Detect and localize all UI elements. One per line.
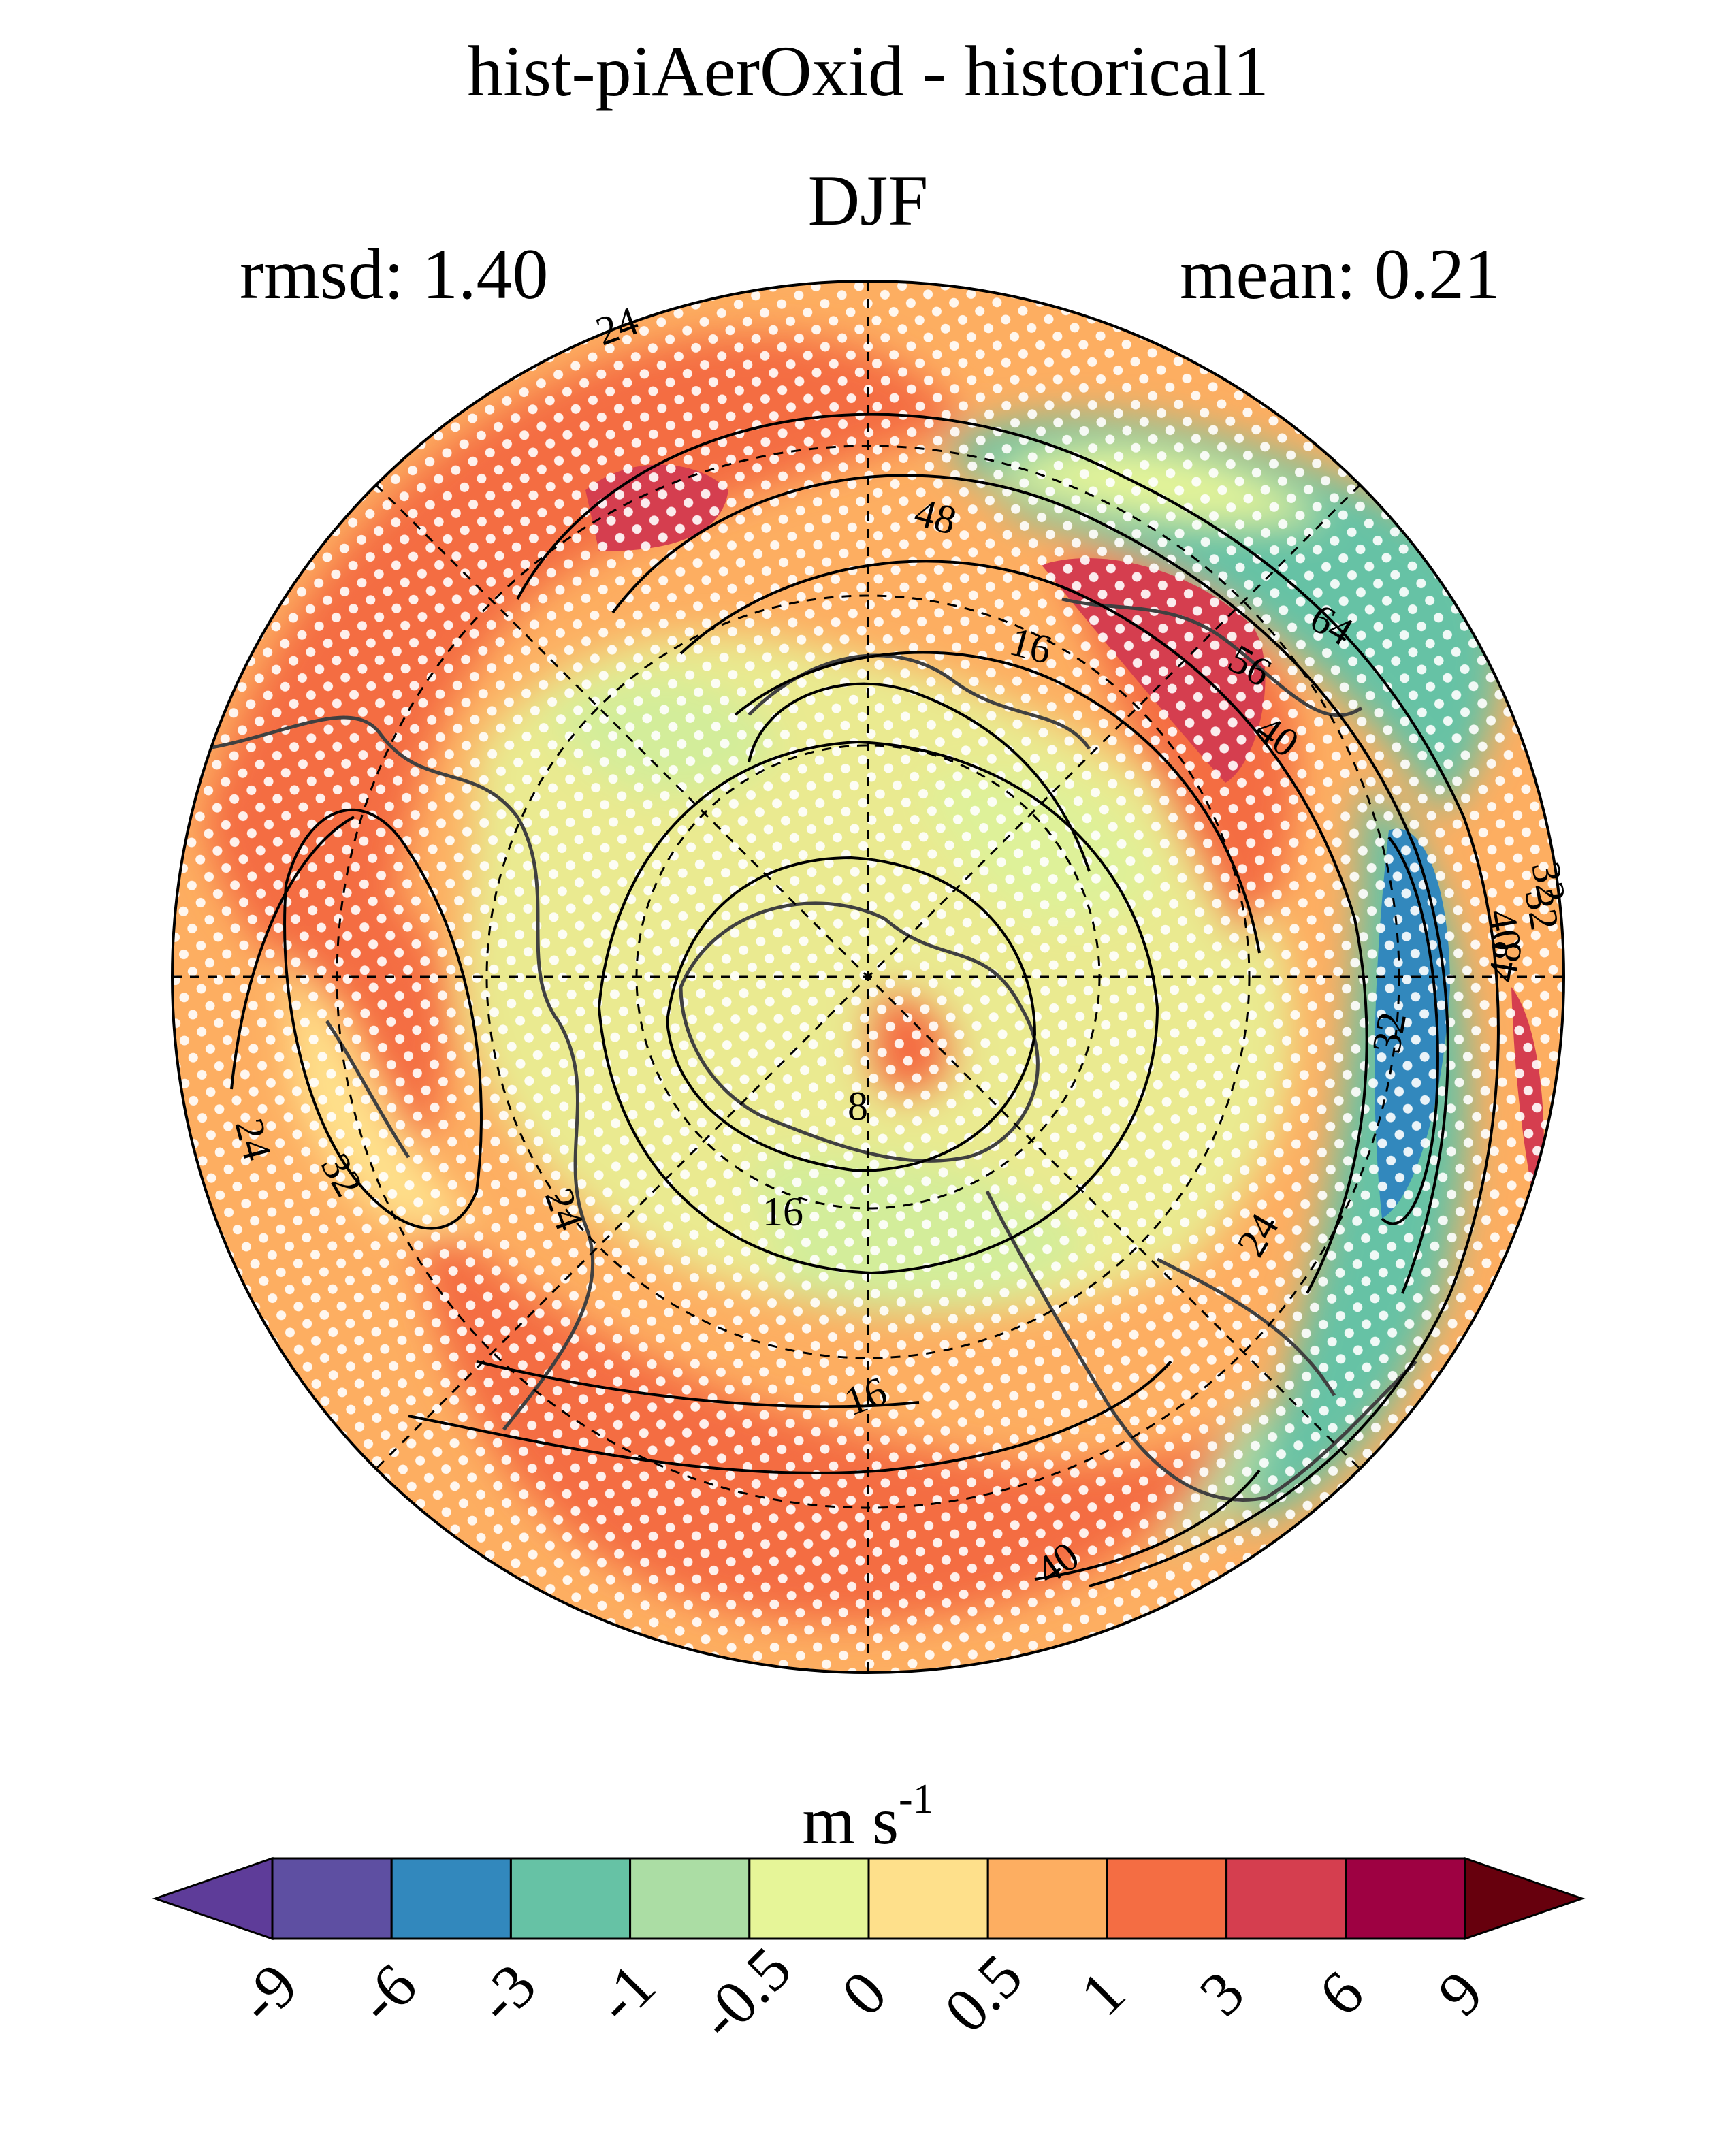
colorbar-under-triangle (152, 1856, 274, 1941)
colorbar-tick-label: -9 (225, 1950, 310, 2036)
contour-label: 8 (848, 1084, 868, 1129)
contour-label: 32 (1523, 858, 1574, 907)
contour-label: 16 (762, 1189, 803, 1234)
colorbar-tick-label: -1 (582, 1950, 668, 2036)
colorbar-swatch (390, 1857, 512, 1940)
colorbar-tick-label: -0.5 (685, 1933, 804, 2052)
season-label: DJF (807, 161, 929, 240)
colorbar-over-triangle (1464, 1856, 1586, 1941)
colorbar-tick-label: 0 (829, 1958, 900, 2029)
colorbar-swatch (271, 1857, 393, 1940)
colorbar-swatch (748, 1857, 870, 1940)
colorbar-tick-label: -6 (344, 1950, 430, 2036)
colorbar-tick-label: 9 (1425, 1958, 1496, 2029)
rmsd-label: rmsd: 1.40 (240, 234, 549, 314)
contours (230, 413, 1500, 1587)
colorbar-swatch (1225, 1857, 1347, 1940)
colorbar-swatch (867, 1857, 989, 1940)
colorbar-swatch (986, 1857, 1108, 1940)
colorbar-swatches (152, 1856, 1586, 1941)
colorbar-unit: m s-1 (802, 1776, 933, 1858)
coastlines (204, 597, 1417, 1502)
contour-label: 48 (1479, 937, 1530, 986)
colorbar-tick-label: 6 (1305, 1958, 1377, 2029)
colorbar-swatch (1106, 1857, 1228, 1940)
colorbar-tick-label: -3 (463, 1950, 549, 2036)
colorbar-tick-labels: -9 -6 -3 -1 -0.5 0 0.5 1 3 6 9 (225, 1933, 1496, 2052)
graticule (172, 281, 1564, 1673)
colorbar-swatch (1345, 1857, 1466, 1940)
plot-title: hist-piAerOxid - historical1 (467, 31, 1269, 111)
colorbar-swatch (629, 1857, 751, 1940)
colorbar-tick-label: 1 (1067, 1958, 1138, 2029)
contour-label: 40 (1479, 906, 1530, 954)
colorbar-tick-label: 3 (1186, 1958, 1257, 2029)
colorbar-tick-label: 0.5 (931, 1941, 1035, 2045)
mean-label: mean: 0.21 (1180, 234, 1500, 314)
contour-label: 32 (1364, 1009, 1415, 1057)
colorbar-swatch (509, 1857, 632, 1940)
map-boundary (171, 280, 1565, 1674)
